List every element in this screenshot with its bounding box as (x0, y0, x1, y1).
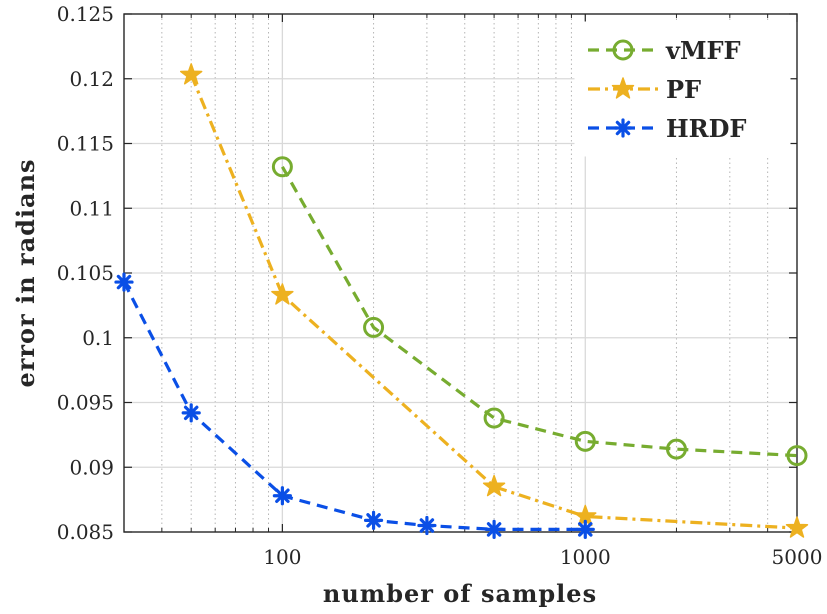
data-point-pf (271, 283, 294, 305)
legend-marker-vmff (612, 39, 634, 61)
y-tick-label: 0.11 (69, 196, 114, 220)
x-tick-labels: 100 1000 5000 (263, 545, 822, 569)
legend-marker-hrdf (613, 118, 633, 138)
data-point-hrdf (114, 272, 134, 292)
series-layer (114, 63, 809, 540)
y-tick-label: 0.1 (82, 326, 114, 350)
data-point-vmff (483, 407, 505, 429)
series-line-vmff (280, 166, 798, 458)
x-axis-title: number of samples (323, 579, 597, 608)
data-point-hrdf (181, 403, 201, 423)
legend-label-hrdf: HRDF (666, 114, 746, 143)
x-tick-label: 5000 (772, 545, 823, 569)
legend-entry-pf: PF (588, 75, 701, 104)
y-tick-label: 0.125 (57, 2, 114, 26)
legend-box (574, 21, 791, 157)
data-point-pf (482, 474, 506, 497)
legend-items: vMFF PF HRDF (588, 36, 746, 143)
data-point-vmff (574, 430, 596, 452)
data-point-hrdf (484, 519, 504, 540)
legend: vMFF PF HRDF (574, 21, 791, 157)
y-tick-label: 0.115 (57, 132, 114, 156)
series-pf (179, 63, 809, 538)
y-tick-label: 0.095 (57, 391, 114, 415)
data-point-vmff (271, 156, 293, 178)
y-tick-label: 0.105 (57, 261, 114, 285)
legend-label-vmff: vMFF (665, 36, 741, 65)
data-point-hrdf (417, 515, 437, 536)
legend-label-pf: PF (666, 75, 701, 104)
data-point-pf (179, 63, 203, 85)
data-point-hrdf (575, 519, 595, 540)
legend-marker-pf (611, 77, 635, 99)
data-point-vmff (786, 445, 808, 467)
data-point-hrdf (272, 486, 292, 506)
data-point-vmff (665, 438, 687, 460)
y-tick-label: 0.085 (57, 520, 114, 544)
data-point-hrdf (363, 510, 384, 530)
series-hrdf (114, 272, 595, 540)
legend-entry-hrdf: HRDF (588, 114, 746, 143)
x-tick-label: 100 (263, 545, 301, 569)
series-vmff (271, 156, 808, 467)
x-tick-label: 1000 (560, 545, 611, 569)
y-axis-title: error in radians (11, 158, 40, 387)
y-tick-label: 0.12 (69, 67, 114, 91)
y-tick-labels: 0.085 0.09 0.095 0.1 0.105 0.11 0.115 0.12 0.125 (57, 2, 114, 544)
data-point-pf (785, 516, 809, 538)
data-point-vmff (363, 316, 385, 338)
legend-entry-vmff: vMFF (588, 36, 741, 65)
series-line-pf (189, 74, 798, 530)
y-tick-label: 0.09 (69, 455, 114, 479)
